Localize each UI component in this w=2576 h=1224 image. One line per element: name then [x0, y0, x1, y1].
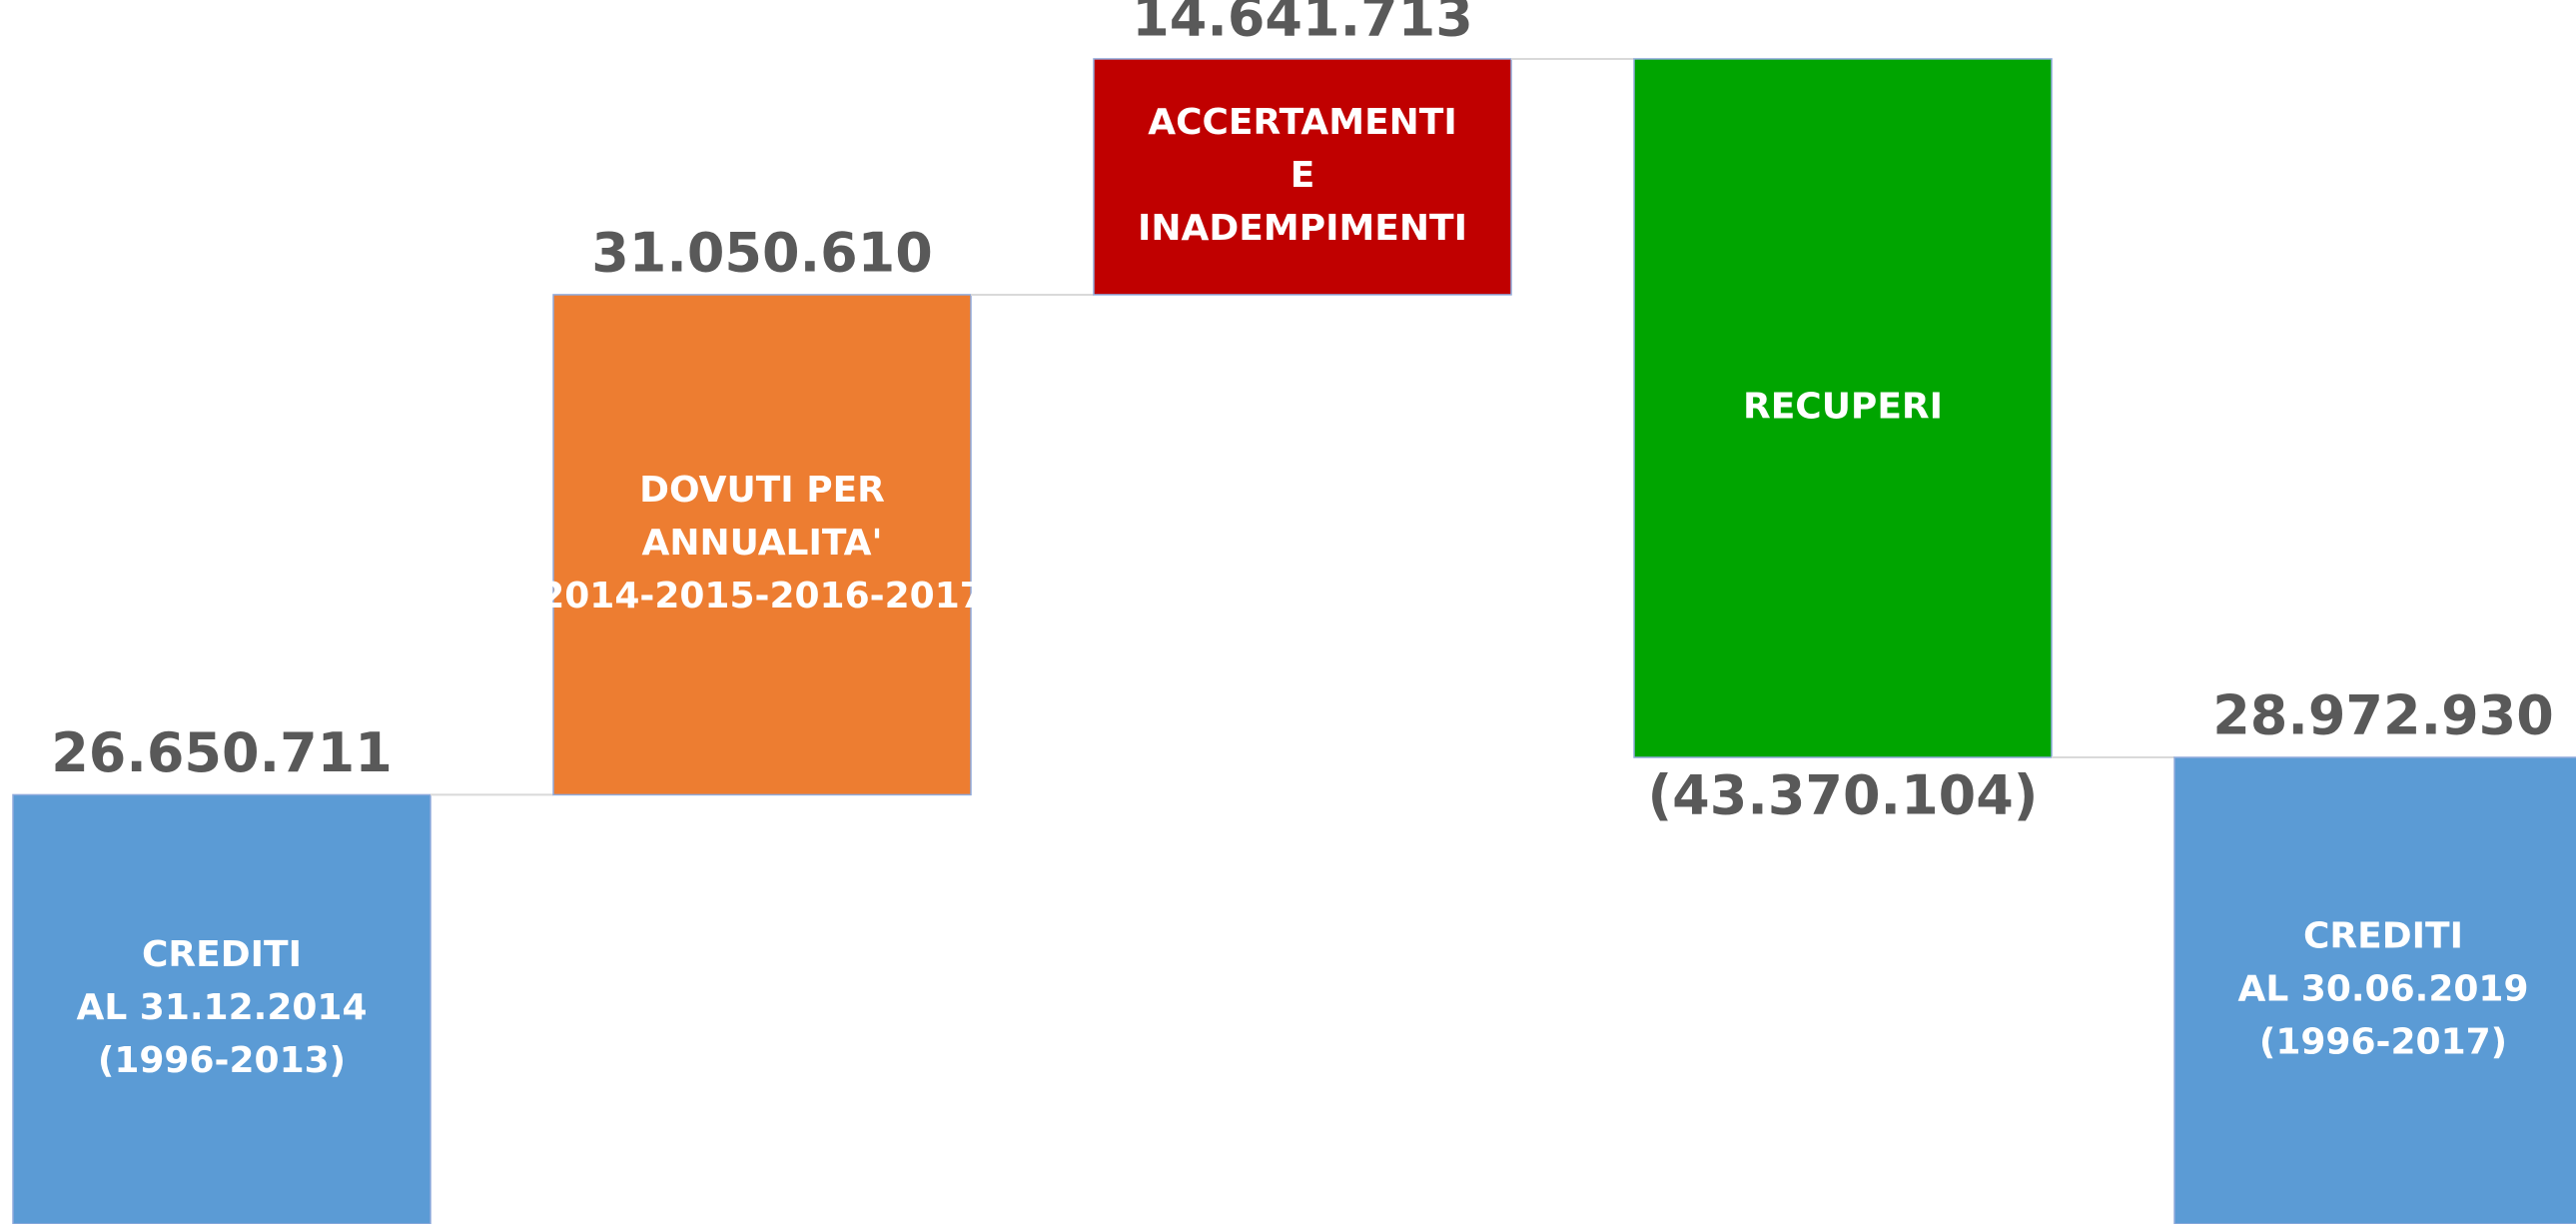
bar: [1633, 58, 2053, 758]
category-label: E: [1290, 155, 1315, 196]
value-label: 28.972.930: [2212, 684, 2554, 747]
category-label: ACCERTAMENTI: [1148, 102, 1457, 143]
category-label: ANNUALITA': [641, 523, 882, 564]
category-label: (1996-2013): [98, 1040, 346, 1081]
category-label: CREDITI: [2303, 916, 2463, 957]
category-label: DOVUTI PER: [639, 470, 885, 511]
category-label: CREDITI: [142, 934, 302, 975]
bar: [552, 294, 972, 796]
value-label: (43.370.104): [1648, 764, 2039, 827]
category-label: INADEMPIMENTI: [1138, 208, 1467, 249]
value-label: 14.641.713: [1132, 0, 1473, 49]
category-label: 2014-2015-2016-2017: [539, 576, 985, 616]
category-label: (1996-2017): [2259, 1022, 2507, 1063]
category-label: AL 30.06.2019: [2237, 969, 2528, 1010]
bar: [1093, 58, 1512, 296]
bar: [12, 793, 431, 1224]
value-label: 26.650.711: [51, 721, 393, 784]
category-label: RECUPERI: [1743, 386, 1943, 427]
bar: [2173, 756, 2576, 1224]
category-label: AL 31.12.2014: [76, 987, 367, 1028]
value-label: 31.050.610: [591, 222, 933, 285]
